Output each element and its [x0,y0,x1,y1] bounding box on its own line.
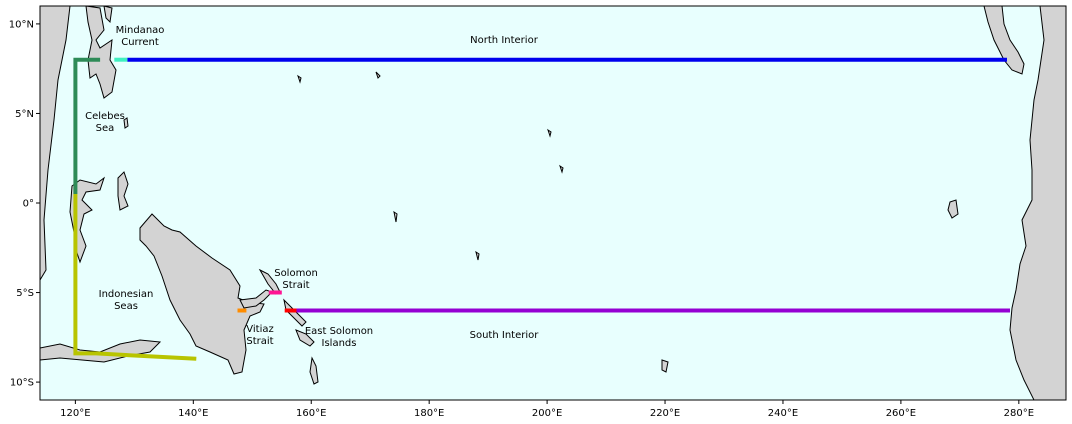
x-tick-label: 140°E [178,408,208,419]
x-tick-label: 240°E [768,408,798,419]
land-marshall [547,128,552,138]
land-solomon-islands-2 [295,329,315,347]
label-celebes-sea: Sea [96,123,115,134]
x-tick-label: 280°E [1004,408,1034,419]
y-tick-label: 10°N [9,19,34,30]
x-tick-label: 180°E [414,408,444,419]
y-tick-label: 10°S [10,378,34,389]
label-mindanao-current: Mindanao [116,25,165,36]
land-lesser-sunda [40,339,162,363]
x-tick-label: 160°E [296,408,326,419]
label-celebes-sea: Celebes [85,111,125,122]
land-tuvalu [475,250,480,261]
label-east-solomon-islands: East Solomon [305,326,373,337]
land-south-america [1009,6,1066,400]
x-tick-label: 200°E [532,408,562,419]
label-mindanao-current: Current [121,37,159,48]
x-tick-label: 220°E [650,408,680,419]
land-philippines [85,6,117,99]
land-galapagos [947,199,959,219]
y-axis: 10°N 5°N 0° 5°S 10°S [9,19,40,389]
section-celebes-sea [73,57,101,194]
label-south-interior: South Interior [470,330,540,341]
y-tick-label: 0° [23,199,34,210]
label-north-interior: North Interior [470,35,539,46]
label-vitiaz-strait: Strait [246,336,273,347]
land-borneo [40,6,71,281]
label-indonesian-seas: Seas [114,301,138,312]
label-solomon-strait: Solomon [274,268,318,279]
land-palau [123,117,129,129]
y-tick-label: 5°N [15,109,34,120]
land-philippines-north [103,6,113,24]
x-tick-label: 120°E [60,408,90,419]
land-central-america [983,6,1025,75]
label-east-solomon-islands: Islands [322,338,357,349]
label-vitiaz-strait: Vitiaz [246,324,273,335]
land-new-britain [239,289,273,309]
section-indonesian-seas [73,194,197,361]
land-kiribati [393,210,398,223]
sections-layer [73,57,1010,361]
x-axis: 120°E 140°E 160°E 180°E 200°E 220°E 240°E 260°E… [60,400,1034,419]
y-tick-label: 5°S [16,288,34,299]
land-new-guinea [139,213,265,375]
x-tick-label: 260°E [886,408,916,419]
landmasses [40,6,1066,400]
label-indonesian-seas: Indonesian [99,289,154,300]
land-caroline [375,71,381,79]
land-marianas [297,74,302,84]
land-line-islands [559,164,564,174]
label-solomon-strait: Strait [282,280,309,291]
land-halmahera [117,171,129,211]
land-vanuatu [309,356,319,385]
land-fiji [661,359,669,373]
